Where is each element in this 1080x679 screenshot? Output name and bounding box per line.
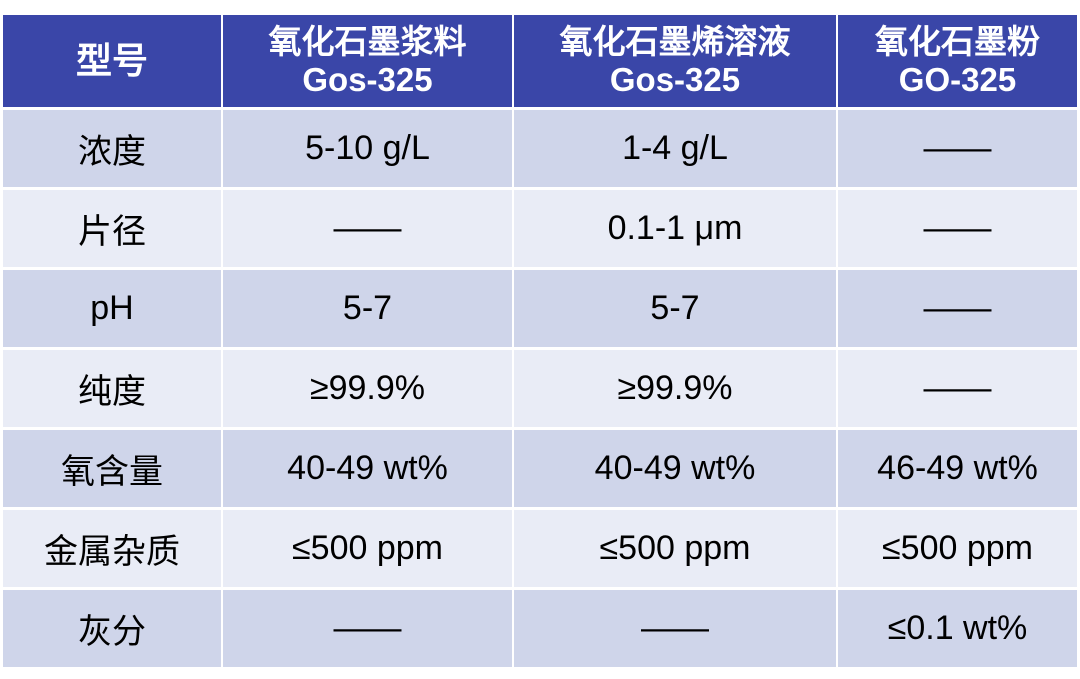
header-row: 型号 氧化石墨浆料 Gos-325 氧化石墨烯溶液 Gos-325 氧化石墨粉 GO-325 — [3, 15, 1077, 107]
table-cell: ≤0.1 wt% — [838, 590, 1077, 667]
table-cell: —— — [223, 190, 512, 267]
table-cell: ≥99.9% — [514, 350, 836, 427]
table-container: 型号 氧化石墨浆料 Gos-325 氧化石墨烯溶液 Gos-325 氧化石墨粉 GO-325… — [3, 15, 1077, 667]
table-cell: 0.1-1 μm — [514, 190, 836, 267]
table-cell: —— — [514, 590, 836, 667]
row-label: 浓度 — [3, 110, 221, 187]
table-cell: —— — [838, 190, 1077, 267]
table-cell: 40-49 wt% — [514, 430, 836, 507]
header-text: 型号 — [75, 40, 148, 81]
table-cell: 5-10 g/L — [223, 110, 512, 187]
table-cell: 5-7 — [223, 270, 512, 347]
header-cell: 氧化石墨粉 GO-325 — [838, 15, 1077, 107]
header-text: 氧化石墨烯溶液 — [559, 23, 791, 60]
table-cell: 1-4 g/L — [514, 110, 836, 187]
row-label: 金属杂质 — [3, 510, 221, 587]
table-cell: —— — [838, 350, 1077, 427]
table-cell: 40-49 wt% — [223, 430, 512, 507]
header-cell: 氧化石墨浆料 Gos-325 — [223, 15, 512, 107]
header-text: Gos-325 — [609, 61, 741, 98]
spec-table: 型号 氧化石墨浆料 Gos-325 氧化石墨烯溶液 Gos-325 氧化石墨粉 GO-325… — [1, 12, 1079, 670]
table-cell: —— — [838, 110, 1077, 187]
table-cell: —— — [838, 270, 1077, 347]
header-text: 氧化石墨浆料 — [268, 23, 467, 60]
row-label: pH — [3, 270, 221, 347]
table-cell: ≤500 ppm — [514, 510, 836, 587]
row-label: 氧含量 — [3, 430, 221, 507]
header-text: 氧化石墨粉 — [875, 23, 1040, 60]
table-row: 纯度 ≥99.9% ≥99.9% —— — [3, 350, 1077, 427]
header-cell: 氧化石墨烯溶液 Gos-325 — [514, 15, 836, 107]
table-row: 浓度 5-10 g/L 1-4 g/L —— — [3, 110, 1077, 187]
table-row: 片径 —— 0.1-1 μm —— — [3, 190, 1077, 267]
header-text: GO-325 — [898, 61, 1017, 98]
table-row: 金属杂质 ≤500 ppm ≤500 ppm ≤500 ppm — [3, 510, 1077, 587]
header-text: Gos-325 — [302, 61, 433, 98]
table-cell: —— — [223, 590, 512, 667]
table-cell: ≥99.9% — [223, 350, 512, 427]
table-row: 灰分 —— —— ≤0.1 wt% — [3, 590, 1077, 667]
table-cell: ≤500 ppm — [838, 510, 1077, 587]
row-label: 片径 — [3, 190, 221, 267]
table-cell: 46-49 wt% — [838, 430, 1077, 507]
header-cell: 型号 — [3, 15, 221, 107]
row-label: 纯度 — [3, 350, 221, 427]
table-row: 氧含量 40-49 wt% 40-49 wt% 46-49 wt% — [3, 430, 1077, 507]
row-label: 灰分 — [3, 590, 221, 667]
table-row: pH 5-7 5-7 —— — [3, 270, 1077, 347]
table-cell: 5-7 — [514, 270, 836, 347]
table-cell: ≤500 ppm — [223, 510, 512, 587]
